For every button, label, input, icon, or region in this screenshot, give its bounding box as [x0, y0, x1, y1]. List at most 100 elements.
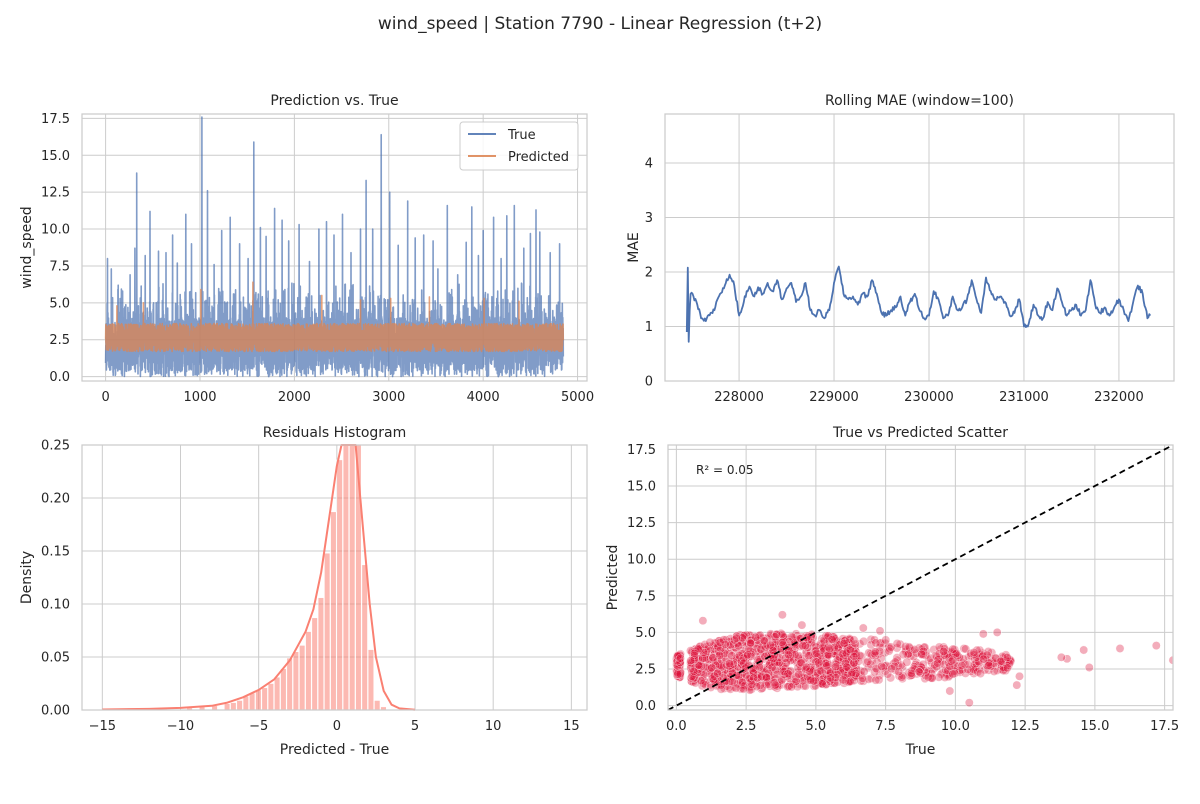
scatter-point: [781, 664, 790, 674]
scatter-point: [914, 667, 924, 677]
scatter-point: [969, 648, 979, 657]
scatter-point: [731, 683, 741, 693]
scatter-point: [799, 636, 809, 646]
scatter-point: [759, 635, 769, 645]
scatter-point: [916, 662, 926, 672]
scatter-point: [706, 682, 716, 692]
scatter-point: [746, 638, 756, 648]
scatter-point: [740, 681, 750, 690]
y-tick-label: 5.0: [635, 626, 656, 641]
histogram-bar: [230, 702, 237, 711]
scatter-point: [948, 644, 958, 654]
histogram-bar: [242, 695, 249, 711]
scatter-point: [948, 655, 958, 665]
scatter-point: [732, 633, 741, 643]
scatter-point: [689, 666, 699, 676]
y-tick-label: 0.15: [41, 545, 70, 560]
scatter-point: [927, 673, 937, 683]
scatter-point: [910, 645, 920, 655]
scatter-point: [699, 648, 709, 657]
ticks: 0.0 2.5 5.0 7.5 10.0 12.5 15.0 17.5 0.0 2.5 5.0 7.5…: [627, 443, 1179, 734]
x-tick-label: 230000: [904, 390, 954, 405]
scatter-point: [687, 671, 697, 681]
scatter-point: [1115, 644, 1125, 653]
y-tick-label: 2: [645, 266, 653, 281]
scatter-point: [1079, 645, 1089, 655]
scatter-point: [948, 669, 958, 679]
scatter-point: [858, 673, 868, 683]
scatter-point: [930, 660, 940, 670]
scatter-point: [806, 675, 816, 685]
y-axis-label: Predicted: [605, 545, 621, 611]
scatter-point: [746, 649, 756, 659]
scatter-point: [695, 661, 704, 671]
scatter-point: [897, 672, 907, 682]
scatter-point: [762, 673, 772, 683]
histogram-bar: [236, 700, 243, 711]
scatter-point: [901, 642, 911, 652]
y-axis-label: Density: [19, 551, 35, 604]
scatter-point: [751, 632, 761, 642]
scatter-point: [894, 667, 904, 677]
scatter-point: [798, 641, 808, 651]
scatter-point: [741, 670, 751, 680]
scatter-point: [1084, 663, 1094, 672]
scatter-point: [801, 662, 811, 672]
scatter-point: [831, 659, 841, 669]
scatter-point: [793, 653, 803, 663]
ticks: 228000 229000 230000 231000 232000 0 1 2 3 4: [645, 157, 1144, 405]
scatter-point: [756, 644, 766, 654]
y-tick-label: 10.0: [627, 553, 656, 568]
scatter-point: [713, 668, 722, 678]
histogram-bar: [274, 676, 281, 711]
plot-frame: [81, 113, 588, 382]
scatter-point: [1002, 653, 1012, 662]
scatter-point: [781, 658, 791, 668]
scatter-point: [934, 649, 944, 659]
scatter-point: [973, 667, 983, 677]
x-tick-label: 2.5: [736, 719, 757, 734]
scatter-point: [1062, 654, 1072, 664]
scatter-point: [869, 635, 879, 645]
scatter-point: [915, 664, 925, 674]
scatter-point: [738, 677, 747, 687]
histogram-bar: [261, 687, 268, 711]
scatter-point: [859, 667, 869, 676]
scatter-point: [831, 662, 841, 672]
scatter-point: [887, 664, 897, 674]
scatter-point: [783, 682, 793, 692]
scatter-point: [777, 610, 787, 620]
scatter-point: [1012, 680, 1022, 690]
x-tick-label: 3000: [372, 390, 405, 405]
scatter-point: [749, 668, 758, 678]
scatter-point: [1015, 671, 1024, 681]
scatter-point: [829, 643, 839, 652]
x-tick-label: 232000: [1094, 390, 1144, 405]
scatter-point: [870, 647, 880, 657]
scatter-point: [801, 641, 811, 651]
scatter-point: [816, 666, 826, 676]
scatter-point: [871, 664, 881, 673]
y-tick-label: 0.00: [41, 704, 70, 719]
scatter-point: [791, 676, 801, 686]
x-tick-label: 5.0: [806, 719, 827, 734]
scatter-point: [849, 635, 859, 645]
scatter-point: [765, 640, 775, 650]
series-predicted-line: [104, 281, 565, 353]
y-tick-label: 12.5: [41, 186, 70, 201]
scatter-point: [752, 682, 762, 691]
y-tick-label: 0.10: [41, 598, 70, 613]
scatter-point: [673, 669, 683, 679]
x-tick-label: 0: [333, 719, 341, 734]
scatter-point: [969, 649, 979, 659]
scatter-point: [933, 658, 943, 668]
y-axis-label: wind_speed: [19, 206, 35, 288]
x-tick-label: −15: [89, 719, 116, 734]
scatter-point: [747, 679, 757, 689]
scatter-point: [946, 657, 956, 667]
histogram-bar: [299, 645, 306, 711]
y-tick-label: 0: [645, 375, 653, 390]
scatter-point: [736, 680, 746, 690]
